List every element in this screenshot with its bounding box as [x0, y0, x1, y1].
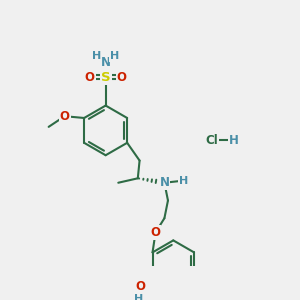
- Text: H: H: [228, 134, 238, 147]
- Text: H: H: [179, 176, 189, 186]
- Text: S: S: [101, 71, 110, 84]
- Text: N: N: [159, 176, 170, 189]
- Text: O: O: [151, 226, 160, 239]
- Text: Cl: Cl: [206, 134, 218, 147]
- Text: H: H: [134, 294, 143, 300]
- Text: H: H: [92, 51, 101, 61]
- Text: H: H: [110, 51, 119, 61]
- Text: O: O: [135, 280, 145, 293]
- Text: O: O: [117, 71, 127, 84]
- Text: N: N: [100, 56, 111, 70]
- Text: O: O: [60, 110, 70, 123]
- Text: O: O: [85, 71, 95, 84]
